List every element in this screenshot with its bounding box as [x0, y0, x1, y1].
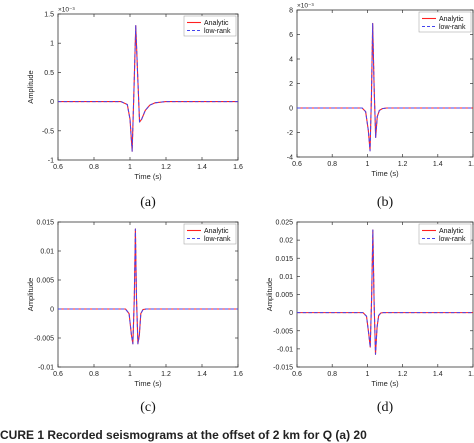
- y-axis-label: Amplitude: [26, 70, 35, 103]
- legend-entry: Analytic: [439, 16, 464, 23]
- x-tick-label: 0.8: [89, 164, 99, 171]
- x-tick-label: 1: [128, 164, 132, 171]
- y-tick-label: 6: [289, 32, 293, 39]
- x-tick-label: 1.4: [433, 161, 443, 168]
- x-tick-label: 1.6: [233, 164, 243, 171]
- y-axis-label: Amplitude: [26, 278, 35, 311]
- legend-entry: Analytic: [439, 228, 464, 235]
- y-tick-label: 0.005: [275, 292, 293, 299]
- y-tick-label: 2: [289, 81, 293, 88]
- plot-frame: [57, 221, 239, 368]
- y-tick-label: -0.015: [273, 365, 293, 372]
- y-tick-label: 0.025: [275, 220, 293, 227]
- plot-frame: [296, 221, 474, 368]
- x-tick-label: 1.4: [433, 371, 443, 378]
- chart-panel-3: 0.6 0.8 1 1.2 1.4 1.6 -0.01 -0.005 0 0.005 0.01 0.0…: [26, 220, 243, 416]
- x-tick-label: 0.8: [327, 161, 337, 168]
- sub-caption: (c): [140, 400, 156, 415]
- legend-entry: Analytic: [204, 20, 229, 27]
- series-line-low-rank: [297, 22, 473, 152]
- y-tick-label: -2: [287, 130, 293, 137]
- y-tick-label: -0.005: [273, 328, 293, 335]
- x-axis-label: Time (s): [371, 169, 399, 178]
- legend-entry: low-rank: [204, 28, 231, 35]
- y-tick-label: 0: [50, 307, 54, 314]
- x-tick-label: 1.4: [197, 371, 207, 378]
- chart-panel-2: 0.6 0.8 1 1.2 1.4 1.6 -4 -2 0 2 4 6 8 ×10⁻³ Time (s) An…: [287, 3, 474, 211]
- x-tick-label: 0.6: [292, 161, 302, 168]
- x-tick-label: 0.6: [53, 371, 63, 378]
- x-tick-label: 1: [365, 161, 369, 168]
- sub-caption: (d): [377, 400, 394, 415]
- y-tick-label: -0.005: [34, 336, 54, 343]
- y-tick-label: 0.015: [36, 220, 54, 227]
- y-tick-label: 0.005: [36, 278, 54, 285]
- legend-entry: low-rank: [204, 236, 231, 243]
- x-tick-label: 1.2: [398, 371, 408, 378]
- figure-caption: CURE 1 Recorded seismograms at the offse…: [0, 428, 367, 442]
- x-tick-label: 1.6: [233, 371, 243, 378]
- x-axis-label: Time (s): [371, 379, 399, 388]
- x-axis-label: Time (s): [134, 379, 162, 388]
- y-tick-label: -1: [48, 158, 54, 165]
- x-tick-label: 0.8: [327, 371, 337, 378]
- y-tick-label: -0.01: [38, 365, 54, 372]
- x-tick-label: 1.2: [398, 161, 408, 168]
- y-tick-label: 8: [289, 8, 293, 15]
- y-tick-label: -0.01: [277, 346, 293, 353]
- x-tick-label: 0.8: [89, 371, 99, 378]
- y-tick-label: 0.015: [275, 256, 293, 263]
- series-line-low-rank: [297, 229, 473, 355]
- x-tick-label: 1.2: [161, 164, 171, 171]
- y-tick-label: -0.5: [42, 128, 54, 135]
- x-axis-label: Time (s): [134, 172, 162, 181]
- y-tick-label: 0.5: [44, 70, 54, 77]
- figure-canvas: 0.6 0.8 1 1.2 1.4 1.6 -1 -0.5 0 0.5 1 1.5 ×10⁻³ Time …: [26, 3, 474, 416]
- y-tick-label: 0.01: [40, 249, 54, 256]
- x-tick-label: 0.6: [53, 164, 63, 171]
- y-exponent-label: ×10⁻³: [58, 7, 75, 14]
- y-tick-label: 0: [50, 99, 54, 106]
- x-tick-label: 1.2: [161, 371, 171, 378]
- y-axis-label: Amplitude: [265, 278, 274, 311]
- chart-panel-4: 0.6 0.8 1 1.2 1.4 1.6 -0.015 -0.01 -0.005 0 0.005 0…: [265, 220, 474, 416]
- x-tick-label: 1.6: [468, 161, 474, 168]
- y-tick-label: 4: [289, 57, 293, 64]
- x-tick-label: 1.6: [468, 371, 474, 378]
- legend-entry: low-rank: [439, 24, 466, 31]
- chart-panel-1: 0.6 0.8 1 1.2 1.4 1.6 -1 -0.5 0 0.5 1 1.5 ×10⁻³ Time …: [26, 7, 243, 211]
- series-line-low-rank: [58, 228, 238, 345]
- y-tick-label: 0.01: [279, 274, 293, 281]
- x-tick-label: 1: [365, 371, 369, 378]
- x-tick-label: 1.4: [197, 164, 207, 171]
- x-tick-label: 1: [128, 371, 132, 378]
- series-line-low-rank: [58, 25, 238, 152]
- y-tick-label: -4: [287, 155, 293, 162]
- y-tick-label: 1: [50, 41, 54, 48]
- x-tick-label: 0.6: [292, 371, 302, 378]
- legend-entry: low-rank: [439, 236, 466, 243]
- y-tick-label: 1.5: [44, 12, 54, 19]
- y-tick-label: 0: [289, 310, 293, 317]
- sub-caption: (a): [140, 195, 156, 210]
- legend-entry: Analytic: [204, 228, 229, 235]
- plot-frame: [57, 13, 239, 161]
- sub-caption: (b): [377, 195, 394, 210]
- y-tick-label: 0: [289, 106, 293, 113]
- y-exponent-label: ×10⁻³: [297, 3, 314, 10]
- y-tick-label: 0.02: [279, 238, 293, 245]
